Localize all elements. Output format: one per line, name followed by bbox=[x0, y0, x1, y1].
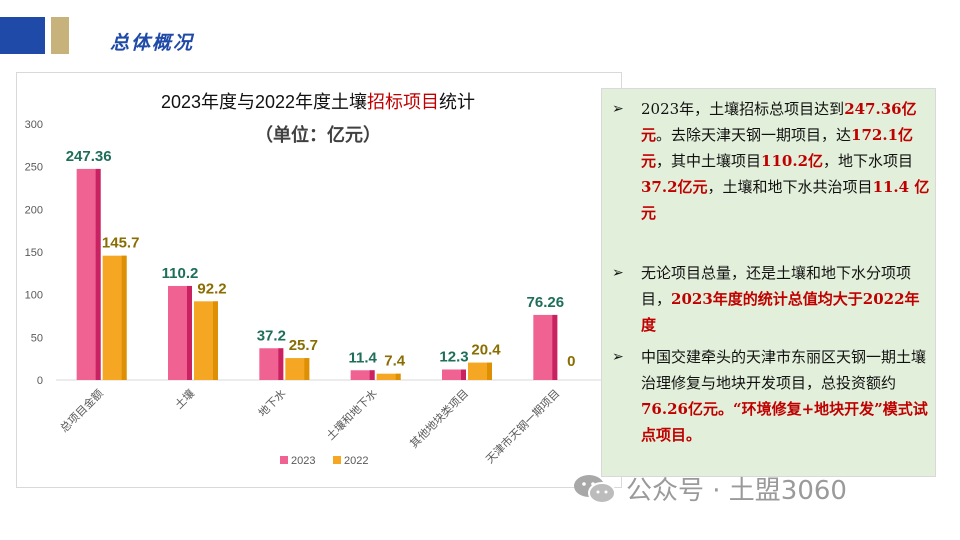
notes-panel bbox=[601, 88, 936, 477]
bar-2023-shade bbox=[552, 314, 558, 380]
chart-title-highlight: 招标项目 bbox=[367, 92, 440, 112]
y-tick-label: 150 bbox=[25, 247, 43, 259]
note-1-part: ，地下水项目 bbox=[823, 152, 914, 170]
y-tick-label: 100 bbox=[25, 290, 43, 302]
data-label-2022: 25.7 bbox=[289, 337, 318, 354]
note-1-highlight: 11.4 亿元 bbox=[641, 178, 930, 222]
bar-2022 bbox=[285, 358, 310, 380]
note-1-part: ，其中土壤项目 bbox=[656, 152, 762, 170]
note-2-text: 无论项目总量，还是土壤和地下水分项项目，2023年度的统计总值均大于2022年度 bbox=[641, 260, 932, 338]
watermark: 公众号 · 土盟3060 bbox=[572, 470, 847, 507]
bar-2022-shade bbox=[121, 255, 127, 380]
data-label-2023: 76.26 bbox=[527, 294, 565, 311]
header-bar-gap bbox=[45, 17, 51, 54]
x-tick-label: 土壤 bbox=[172, 386, 197, 411]
x-tick-label: 土壤和地下水 bbox=[323, 386, 380, 443]
note-1-highlight: 110.2亿 bbox=[761, 152, 824, 170]
note-1-part: 。去除天津天钢一期项目，达 bbox=[656, 126, 852, 144]
bar-2022 bbox=[468, 362, 492, 380]
bar-2023 bbox=[442, 369, 466, 380]
bar-2023-shade bbox=[95, 168, 101, 380]
legend-label-2023: 2023 bbox=[291, 455, 315, 467]
bar-2023-shade bbox=[461, 369, 466, 380]
note-1-part: ，土壤和地下水共治项目 bbox=[707, 178, 873, 196]
data-label-2023: 110.2 bbox=[162, 265, 199, 282]
y-tick-label: 0 bbox=[37, 375, 43, 387]
bar-2023-shade bbox=[187, 285, 192, 380]
arrow-bullet-icon: ➢ bbox=[612, 101, 624, 117]
y-tick-label: 50 bbox=[31, 332, 43, 344]
note-bullet-3: ➢ 中国交建牵头的天津市东丽区天钢一期土壤治理修复与地块开发项目，总投资额约 76… bbox=[612, 344, 932, 448]
bar-2022 bbox=[376, 373, 401, 380]
bar-2023 bbox=[350, 370, 375, 380]
chart-title: 2023年度与2022年度土壤招标项目统计 bbox=[20, 88, 616, 114]
note-bullet-1: ➢ 2023年，土壤招标总项目达到247.36亿元。去除天津天钢一期项目，达17… bbox=[612, 96, 932, 226]
bar-2022-shade bbox=[487, 362, 492, 380]
data-label-2023: 247.36 bbox=[66, 148, 112, 165]
section-title: 总体概况 bbox=[110, 32, 195, 54]
note-1-highlight: 247.36亿元 bbox=[641, 100, 917, 144]
note-1-part: 2023年，土壤招标总项目达到 bbox=[641, 100, 845, 118]
bar-2023-shade bbox=[278, 348, 284, 380]
note-3-highlight: 76.26亿元。“环境修复+地块开发”模式试点项目。 bbox=[641, 400, 928, 444]
y-tick-label: 300 bbox=[25, 119, 43, 131]
bar-2023-shade bbox=[369, 370, 375, 380]
data-label-2022: 0 bbox=[567, 353, 575, 370]
chart-subtitle: （单位：亿元） bbox=[255, 125, 381, 145]
data-label-2023: 37.2 bbox=[257, 327, 286, 344]
y-tick-label: 250 bbox=[25, 162, 43, 174]
legend-swatch-2023 bbox=[280, 456, 288, 464]
note-1-text: 2023年，土壤招标总项目达到247.36亿元。去除天津天钢一期项目，达172.… bbox=[641, 96, 932, 226]
data-label-2023: 11.4 bbox=[348, 349, 377, 366]
chart-title-plain: 2023年度与2022年度土壤 bbox=[160, 92, 368, 112]
note-1-highlight: 172.1亿元 bbox=[641, 126, 914, 170]
x-tick-label: 天津市天钢一期项目 bbox=[483, 386, 563, 466]
note-2-highlight: 2023年度的统计总值均大于2022年度 bbox=[641, 290, 920, 334]
note-bullet-2: ➢ 无论项目总量，还是土壤和地下水分项项目，2023年度的统计总值均大于2022… bbox=[612, 260, 932, 338]
x-tick-label: 地下水 bbox=[256, 387, 289, 420]
legend-label-2022: 2022 bbox=[344, 455, 368, 467]
bar-2022-shade bbox=[213, 301, 218, 380]
wechat-icon bbox=[572, 473, 618, 505]
header-bar-blue bbox=[0, 17, 45, 54]
header-bar-tan bbox=[51, 17, 69, 54]
data-label-2022: 145.7 bbox=[102, 235, 140, 252]
data-label-2022: 92.2 bbox=[197, 280, 226, 297]
arrow-bullet-icon: ➢ bbox=[612, 265, 624, 281]
y-tick-label: 200 bbox=[25, 204, 43, 216]
legend-swatch-2022 bbox=[333, 456, 341, 464]
data-label-2022: 20.4 bbox=[471, 342, 501, 359]
note-1-highlight: 37.2亿元 bbox=[641, 178, 708, 196]
note-3-text: 中国交建牵头的天津市东丽区天钢一期土壤治理修复与地块开发项目，总投资额约 76.2… bbox=[641, 344, 932, 448]
data-label-2023: 12.3 bbox=[439, 349, 468, 366]
arrow-bullet-icon: ➢ bbox=[612, 349, 624, 365]
bar-2022-shade bbox=[304, 358, 310, 380]
x-tick-label: 其他地块类项目 bbox=[407, 386, 471, 450]
note-3-part: 中国交建牵头的天津市东丽区天钢一期土壤治理修复与地块开发项目，总投资额约 bbox=[641, 348, 927, 392]
chart-title-suffix: 统计 bbox=[439, 92, 476, 112]
x-tick-label: 总项目金额 bbox=[57, 386, 106, 435]
bar-2022-shade bbox=[395, 373, 401, 380]
watermark-text: 公众号 · 土盟3060 bbox=[626, 476, 847, 506]
note-2-part: 无论项目总量，还是土壤和地下水分项项目， bbox=[641, 264, 912, 308]
data-label-2022: 7.4 bbox=[384, 353, 406, 370]
